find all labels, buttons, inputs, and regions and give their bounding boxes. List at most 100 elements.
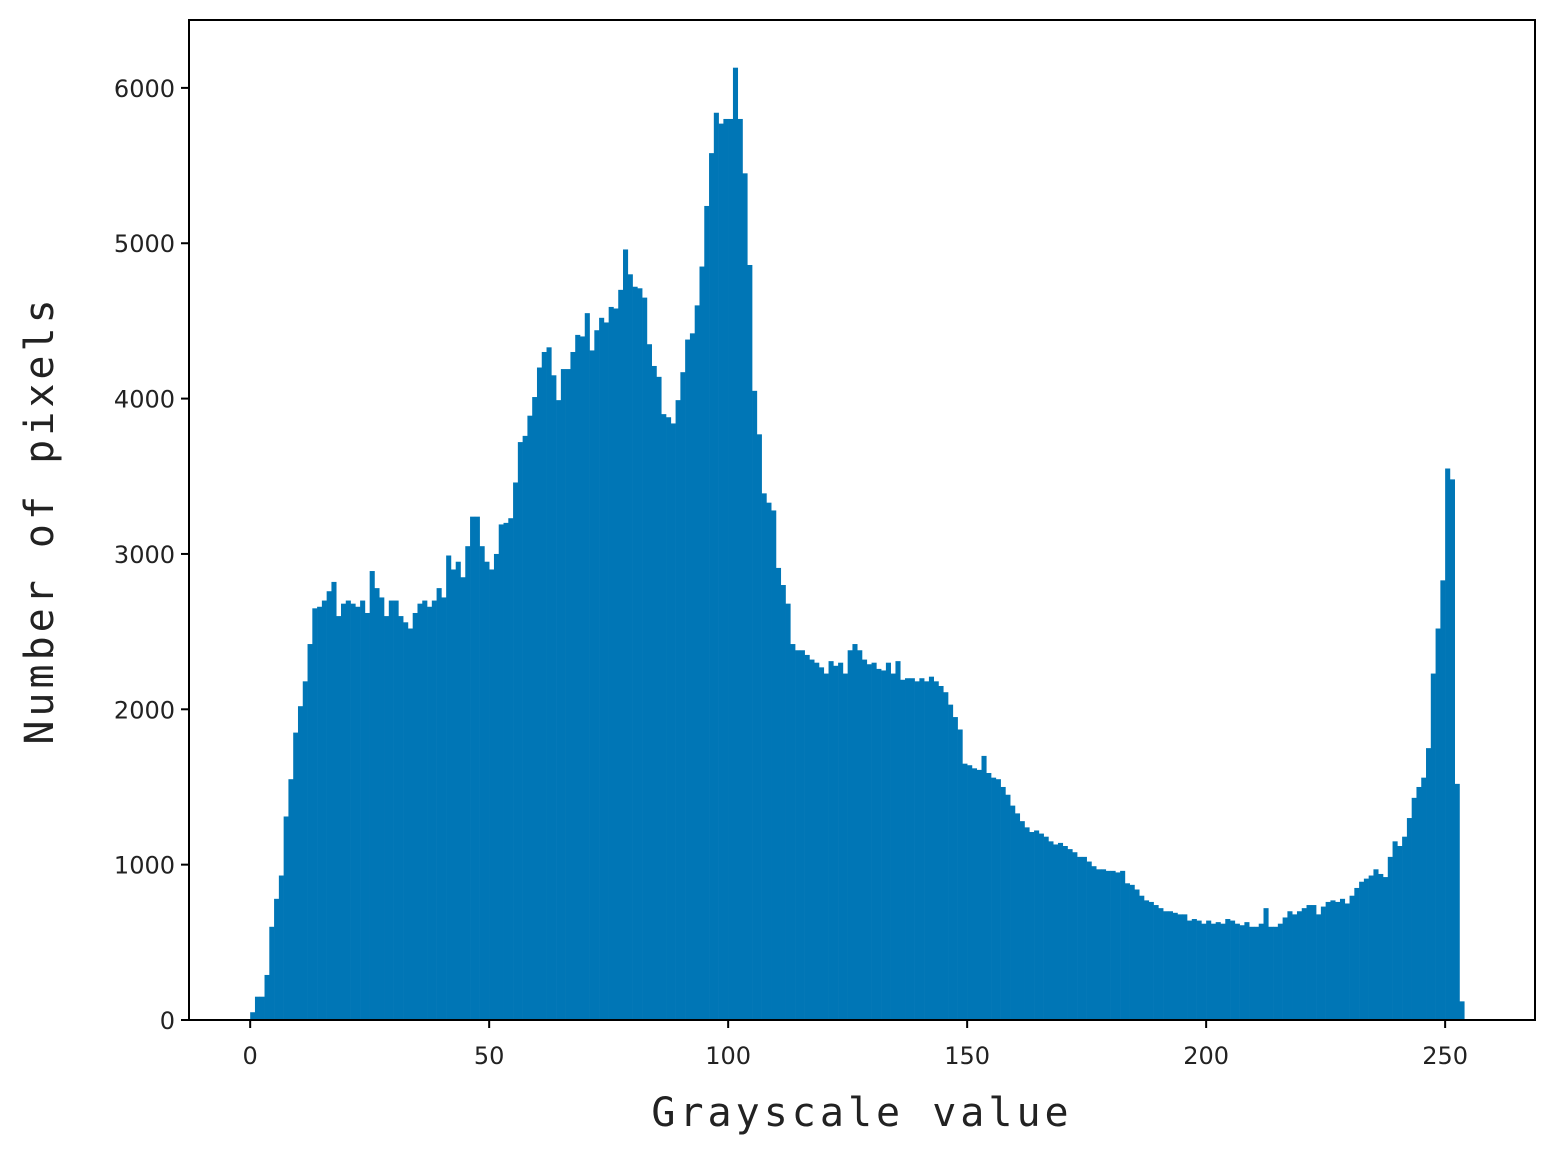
bar (814, 662, 820, 1020)
bar (1144, 900, 1150, 1020)
bar (1034, 830, 1040, 1020)
bar (599, 317, 605, 1020)
bar (1234, 923, 1240, 1020)
bar (1077, 856, 1083, 1020)
bar (460, 577, 466, 1020)
y-tick-label: 5000 (114, 230, 175, 258)
bar (1163, 911, 1169, 1020)
bar (1373, 869, 1379, 1020)
bar (278, 875, 284, 1020)
bar (1129, 884, 1135, 1020)
bar (517, 442, 523, 1020)
bar (474, 516, 480, 1020)
bar (709, 153, 715, 1021)
bar (575, 334, 581, 1020)
bar (957, 729, 963, 1020)
bar (1244, 922, 1250, 1020)
bar (1201, 923, 1207, 1020)
bar (1019, 821, 1025, 1020)
bar (1148, 901, 1154, 1020)
bar (388, 600, 394, 1020)
bar (302, 681, 308, 1020)
bar (1124, 883, 1130, 1020)
bar (742, 173, 748, 1021)
bar (570, 351, 576, 1020)
bar (1330, 900, 1336, 1020)
bar (1459, 1001, 1465, 1020)
bar (1339, 898, 1346, 1020)
bar (536, 367, 543, 1021)
bar (1253, 926, 1260, 1020)
bar (1115, 872, 1121, 1020)
bar (1239, 925, 1245, 1020)
plot-frame (188, 19, 1536, 1021)
bar (1411, 797, 1417, 1020)
bar (1210, 923, 1217, 1020)
bar (656, 376, 662, 1020)
bar (866, 664, 872, 1020)
bar (1062, 846, 1068, 1020)
bar (350, 603, 356, 1020)
bar (852, 644, 858, 1020)
bar (532, 397, 538, 1020)
bar (666, 417, 672, 1020)
bar (441, 597, 447, 1020)
bar (1139, 895, 1145, 1020)
x-tick-label: 250 (1422, 1042, 1468, 1070)
bar (651, 365, 657, 1020)
bar (842, 673, 848, 1020)
bar (1091, 866, 1097, 1020)
bar (312, 608, 318, 1020)
bar (933, 681, 939, 1020)
bar (1105, 870, 1111, 1020)
bar (1120, 870, 1126, 1020)
bar (780, 585, 786, 1020)
bar (871, 662, 877, 1020)
bar (761, 493, 767, 1020)
y-tick-label: 1000 (114, 852, 175, 880)
bar (1177, 914, 1183, 1020)
bar (1053, 844, 1059, 1020)
bar (1153, 905, 1159, 1020)
bar (1225, 919, 1231, 1020)
bar (503, 522, 509, 1020)
bar (967, 765, 973, 1020)
bar (584, 313, 590, 1020)
bar (1392, 841, 1398, 1020)
bar (1005, 794, 1011, 1020)
bar (981, 755, 987, 1020)
x-axis-label: Grayscale value (651, 1090, 1072, 1136)
bar (1397, 846, 1403, 1020)
bar (455, 561, 461, 1020)
bar (675, 400, 681, 1021)
bar (828, 661, 834, 1020)
bar (775, 567, 782, 1020)
bar (642, 297, 648, 1021)
bar (1024, 827, 1030, 1020)
bar (1421, 777, 1427, 1020)
bar (613, 308, 619, 1021)
bar (976, 769, 982, 1020)
bar (818, 667, 825, 1020)
bar (379, 597, 385, 1020)
bar (1430, 673, 1436, 1020)
bar (1268, 926, 1274, 1020)
bar (1306, 905, 1312, 1020)
bar (579, 336, 586, 1020)
bar (680, 372, 686, 1020)
bar (1316, 914, 1322, 1020)
bar (393, 600, 399, 1020)
bar (718, 123, 724, 1021)
bar (560, 369, 566, 1020)
bar (689, 333, 696, 1020)
bar (1014, 813, 1021, 1020)
bar (962, 763, 968, 1020)
bar (618, 289, 624, 1020)
bar (589, 350, 595, 1020)
bar (646, 344, 652, 1020)
bar (422, 600, 428, 1020)
bar (479, 546, 485, 1020)
bar (489, 569, 495, 1020)
bar (1206, 920, 1212, 1020)
y-tick-label: 0 (160, 1007, 175, 1035)
